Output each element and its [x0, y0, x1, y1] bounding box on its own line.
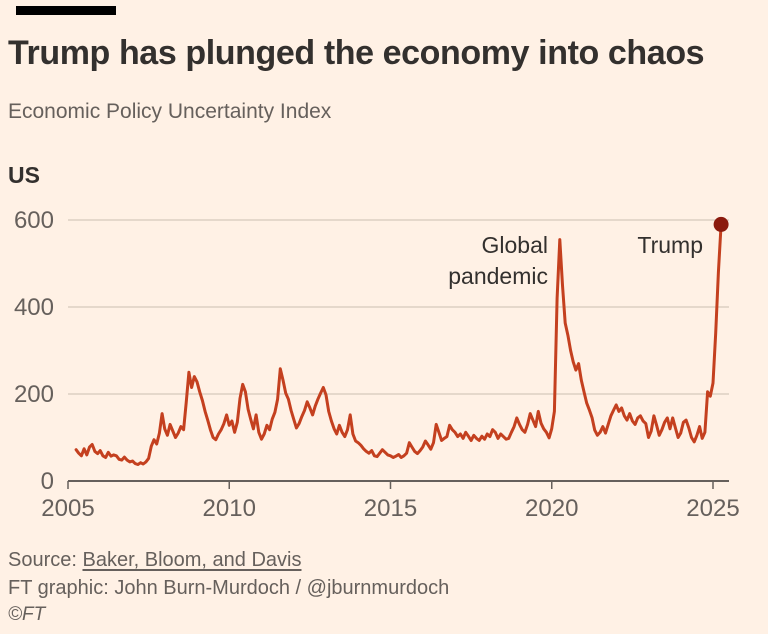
annotation-global-pandemic: Global pandemic — [448, 232, 548, 289]
y-tick-label-200: 200 — [14, 381, 54, 408]
y-tick-label-600: 600 — [14, 207, 54, 234]
annotation-trump: Trump — [637, 232, 703, 258]
source-prefix: Source: — [8, 549, 83, 571]
x-tick-label-2025: 2025 — [686, 495, 739, 522]
ft-copyright: ©FT — [8, 604, 46, 625]
source-link[interactable]: Baker, Bloom, and Davis — [82, 549, 302, 571]
epu-line-us — [74, 222, 723, 466]
latest-point-dot — [713, 216, 729, 232]
ft-black-bar — [16, 6, 116, 15]
y-tick-label-400: 400 — [14, 294, 54, 321]
page-title: Trump has plunged the economy into chaos — [8, 34, 705, 72]
x-tick-label-2020: 2020 — [525, 495, 578, 522]
graphic-credit: FT graphic: John Burn-Murdoch / @jburnmu… — [8, 577, 450, 599]
x-tick-label-2010: 2010 — [203, 495, 256, 522]
source-line: Source: Baker, Bloom, and Davis — [8, 549, 301, 572]
chart-subtitle: Economic Policy Uncertainty Index — [8, 100, 332, 123]
x-tick-label-2015: 2015 — [364, 495, 417, 522]
series-label-us: US — [8, 162, 40, 188]
x-tick-label-2005: 2005 — [41, 495, 94, 522]
y-tick-label-0: 0 — [41, 468, 54, 495]
